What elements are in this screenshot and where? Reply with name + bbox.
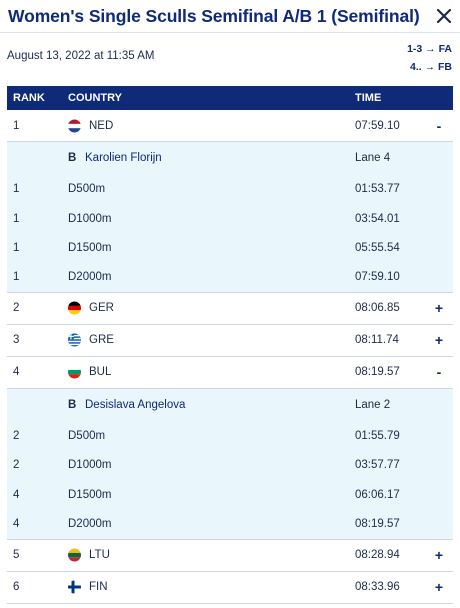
split-rank: 2 xyxy=(13,429,20,442)
split-distance: D1000m xyxy=(68,212,112,225)
netherlands-flag-icon xyxy=(68,119,81,132)
split-distance: D2000m xyxy=(68,518,112,531)
country-code: FIN xyxy=(89,581,108,593)
header-divider xyxy=(0,32,460,33)
country-code: NED xyxy=(89,119,114,132)
finland-flag-icon xyxy=(68,580,81,594)
country-code: GRE xyxy=(89,334,114,347)
expand-toggle[interactable]: + xyxy=(434,547,444,563)
split-distance: D500m xyxy=(68,429,106,442)
split-time: 03:57.77 xyxy=(355,459,400,472)
split-distance: D2000m xyxy=(68,271,112,284)
final-time: 08:06.85 xyxy=(355,302,400,315)
split-rank: 2 xyxy=(13,459,20,472)
final-time: 07:59.10 xyxy=(355,119,400,132)
final-time: 08:28.94 xyxy=(355,549,400,561)
germany-flag-icon xyxy=(68,301,81,315)
table-header: RANK COUNTRY TIME xyxy=(7,86,453,110)
results-header: Women's Single Sculls Semifinal A/B 1 (S… xyxy=(0,0,460,34)
result-row-bul[interactable]: 4 BUL 08:19.57 - xyxy=(7,356,453,389)
split-row: 4 D2000m 08:19.57 xyxy=(7,509,453,540)
rank: 5 xyxy=(13,549,20,561)
expand-toggle[interactable]: + xyxy=(434,332,444,349)
athlete-name[interactable]: Karolien Florijn xyxy=(85,152,162,164)
split-row: 4 D1500m 06:06.17 xyxy=(7,480,453,510)
split-time: 01:53.77 xyxy=(355,182,400,195)
country-code: BUL xyxy=(89,366,112,379)
rank: 4 xyxy=(13,366,20,379)
country-code: GER xyxy=(89,302,114,315)
close-button[interactable] xyxy=(434,6,454,26)
rank: 6 xyxy=(13,581,20,593)
split-time: 03:54.01 xyxy=(355,212,400,225)
result-row-ger[interactable]: 2 GER 08:06.85 + xyxy=(7,292,453,325)
athlete-name[interactable]: Desislava Angelova xyxy=(85,398,186,411)
final-time: 08:33.96 xyxy=(355,581,400,593)
split-distance: D1500m xyxy=(68,488,112,501)
collapse-toggle[interactable]: - xyxy=(436,364,442,381)
split-rank: 1 xyxy=(13,242,20,255)
rank: 3 xyxy=(13,334,20,347)
split-rank: 1 xyxy=(13,212,20,225)
expand-toggle[interactable]: + xyxy=(434,579,444,595)
legend-fb: 4.. → FB xyxy=(409,61,452,73)
split-time: 07:59.10 xyxy=(355,271,400,284)
progression-legend: 1-3 → FA 4.. → FB xyxy=(407,40,452,76)
expand-toggle[interactable]: + xyxy=(434,300,444,317)
collapse-toggle[interactable]: - xyxy=(436,117,442,134)
close-icon xyxy=(436,8,452,24)
rank: 2 xyxy=(13,302,20,315)
split-rank: 4 xyxy=(13,518,20,531)
legend-fa: 1-3 → FA xyxy=(407,43,452,55)
split-time: 06:06.17 xyxy=(355,488,400,501)
rank: 1 xyxy=(13,119,20,132)
race-datetime: August 13, 2022 at 11:35 AM xyxy=(7,50,155,62)
split-time: 05:55.54 xyxy=(355,242,400,255)
boat-label: B xyxy=(68,152,77,164)
split-row: 1 D1500m 05:55.54 xyxy=(7,233,453,264)
final-time: 08:11.74 xyxy=(355,334,399,347)
result-row-ltu[interactable]: 5 LTU 08:28.94 + xyxy=(7,539,453,572)
split-rank: 1 xyxy=(13,182,20,195)
column-country: COUNTRY xyxy=(68,92,122,104)
result-row-ned[interactable]: 1 NED 07:59.10 - xyxy=(7,110,453,142)
split-distance: D1500m xyxy=(68,242,112,255)
lane: Lane 4 xyxy=(355,152,391,164)
results-table: RANK COUNTRY TIME 1 NED 07:59.10 - B Kar… xyxy=(7,86,453,604)
split-row: 1 D500m 01:53.77 xyxy=(7,174,453,204)
athlete-row: B Desislava Angelova Lane 2 xyxy=(7,388,453,421)
split-time: 01:55.79 xyxy=(355,429,400,442)
split-row: 1 D1000m 03:54.01 xyxy=(7,203,453,234)
lane: Lane 2 xyxy=(355,398,391,411)
lithuania-flag-icon xyxy=(68,548,81,562)
split-distance: D1000m xyxy=(68,459,112,472)
country-code: LTU xyxy=(89,549,110,561)
athlete-row: B Karolien Florijn Lane 4 xyxy=(7,142,453,174)
split-row: 2 D1000m 03:57.77 xyxy=(7,450,453,481)
column-rank: RANK xyxy=(13,92,45,104)
split-row: 1 D2000m 07:59.10 xyxy=(7,263,453,293)
split-rank: 4 xyxy=(13,488,20,501)
boat-label: B xyxy=(68,398,77,411)
result-row-fin[interactable]: 6 FIN 08:33.96 + xyxy=(7,571,453,604)
column-time: TIME xyxy=(355,92,382,104)
final-time: 08:19.57 xyxy=(355,366,400,379)
page-title: Women's Single Sculls Semifinal A/B 1 (S… xyxy=(8,6,420,26)
split-rank: 1 xyxy=(13,271,20,284)
bulgaria-flag-icon xyxy=(68,365,81,379)
split-distance: D500m xyxy=(68,182,106,195)
split-time: 08:19.57 xyxy=(355,518,400,531)
split-row: 2 D500m 01:55.79 xyxy=(7,420,453,451)
greece-flag-icon xyxy=(68,333,81,347)
result-row-gre[interactable]: 3 GRE 08:11.74 + xyxy=(7,324,453,357)
